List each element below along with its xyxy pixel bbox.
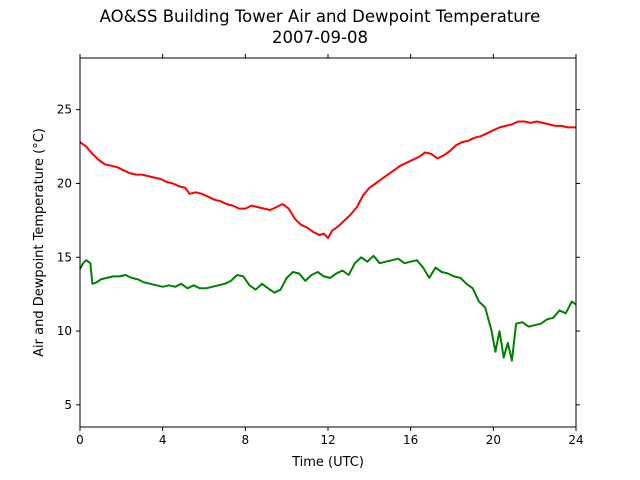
y-tick-label: 15 bbox=[57, 250, 72, 264]
y-tick-label: 5 bbox=[64, 398, 72, 412]
y-axis-label: Air and Dewpoint Temperature (°C) bbox=[32, 128, 47, 357]
series-line-2 bbox=[79, 254, 577, 362]
x-tick-label: 4 bbox=[159, 433, 167, 447]
plot-frame bbox=[79, 57, 577, 428]
y-tick-label: 20 bbox=[57, 176, 72, 190]
x-axis-label: Time (UTC) bbox=[291, 455, 364, 470]
x-tick-label: 0 bbox=[76, 433, 84, 447]
x-tick-label: 24 bbox=[568, 433, 583, 447]
x-tick-label: 20 bbox=[486, 433, 501, 447]
y-tick-label: 10 bbox=[57, 324, 72, 338]
x-tick-label: 8 bbox=[242, 433, 250, 447]
y-tick-label: 25 bbox=[57, 103, 72, 117]
x-tick-label: 12 bbox=[320, 433, 335, 447]
chart-subtitle: 2007-09-08 bbox=[272, 28, 368, 47]
chart-title: AO&SS Building Tower Air and Dewpoint Te… bbox=[99, 7, 541, 26]
x-tick-label: 16 bbox=[403, 433, 418, 447]
series-line-1 bbox=[79, 120, 576, 240]
